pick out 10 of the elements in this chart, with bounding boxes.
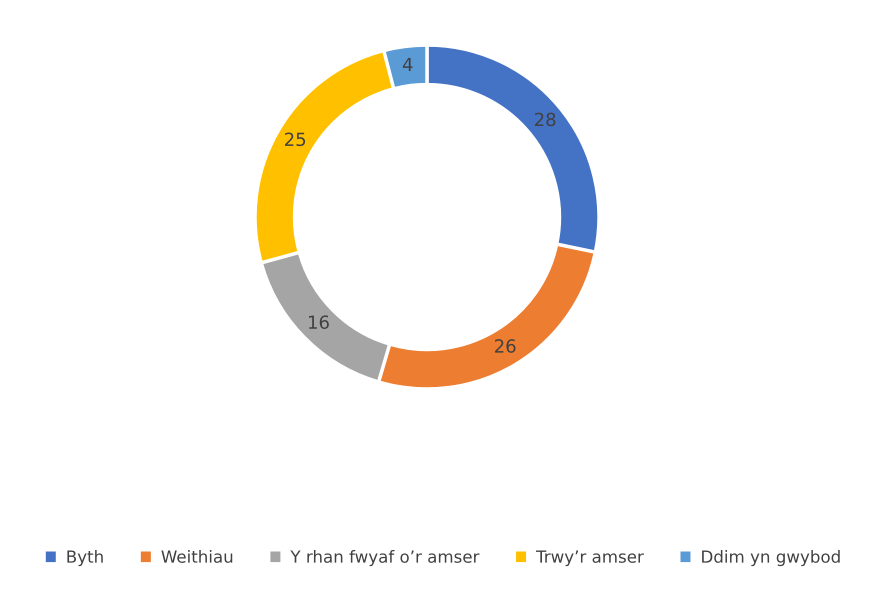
legend-label: Byth xyxy=(67,550,103,566)
legend-label: Trwy’r amser xyxy=(536,550,644,566)
legend-label: Y rhan fwyaf o’r amser xyxy=(290,550,480,566)
legend-label: Ddim yn gwybod xyxy=(702,550,840,566)
data-label: 4 xyxy=(402,58,412,71)
data-label: 25 xyxy=(285,132,306,146)
data-label: 26 xyxy=(495,339,516,353)
legend-label: Weithiau xyxy=(161,550,232,563)
data-label: 28 xyxy=(534,112,556,126)
data-label: 16 xyxy=(309,315,329,330)
